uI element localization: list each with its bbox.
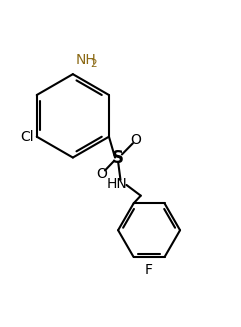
Text: O: O: [96, 166, 107, 181]
Text: O: O: [131, 133, 141, 147]
Text: HN: HN: [107, 177, 127, 191]
Text: NH: NH: [75, 54, 96, 67]
Text: F: F: [145, 263, 153, 277]
Text: 2: 2: [91, 60, 97, 69]
Text: Cl: Cl: [21, 130, 34, 144]
Text: S: S: [112, 148, 124, 166]
